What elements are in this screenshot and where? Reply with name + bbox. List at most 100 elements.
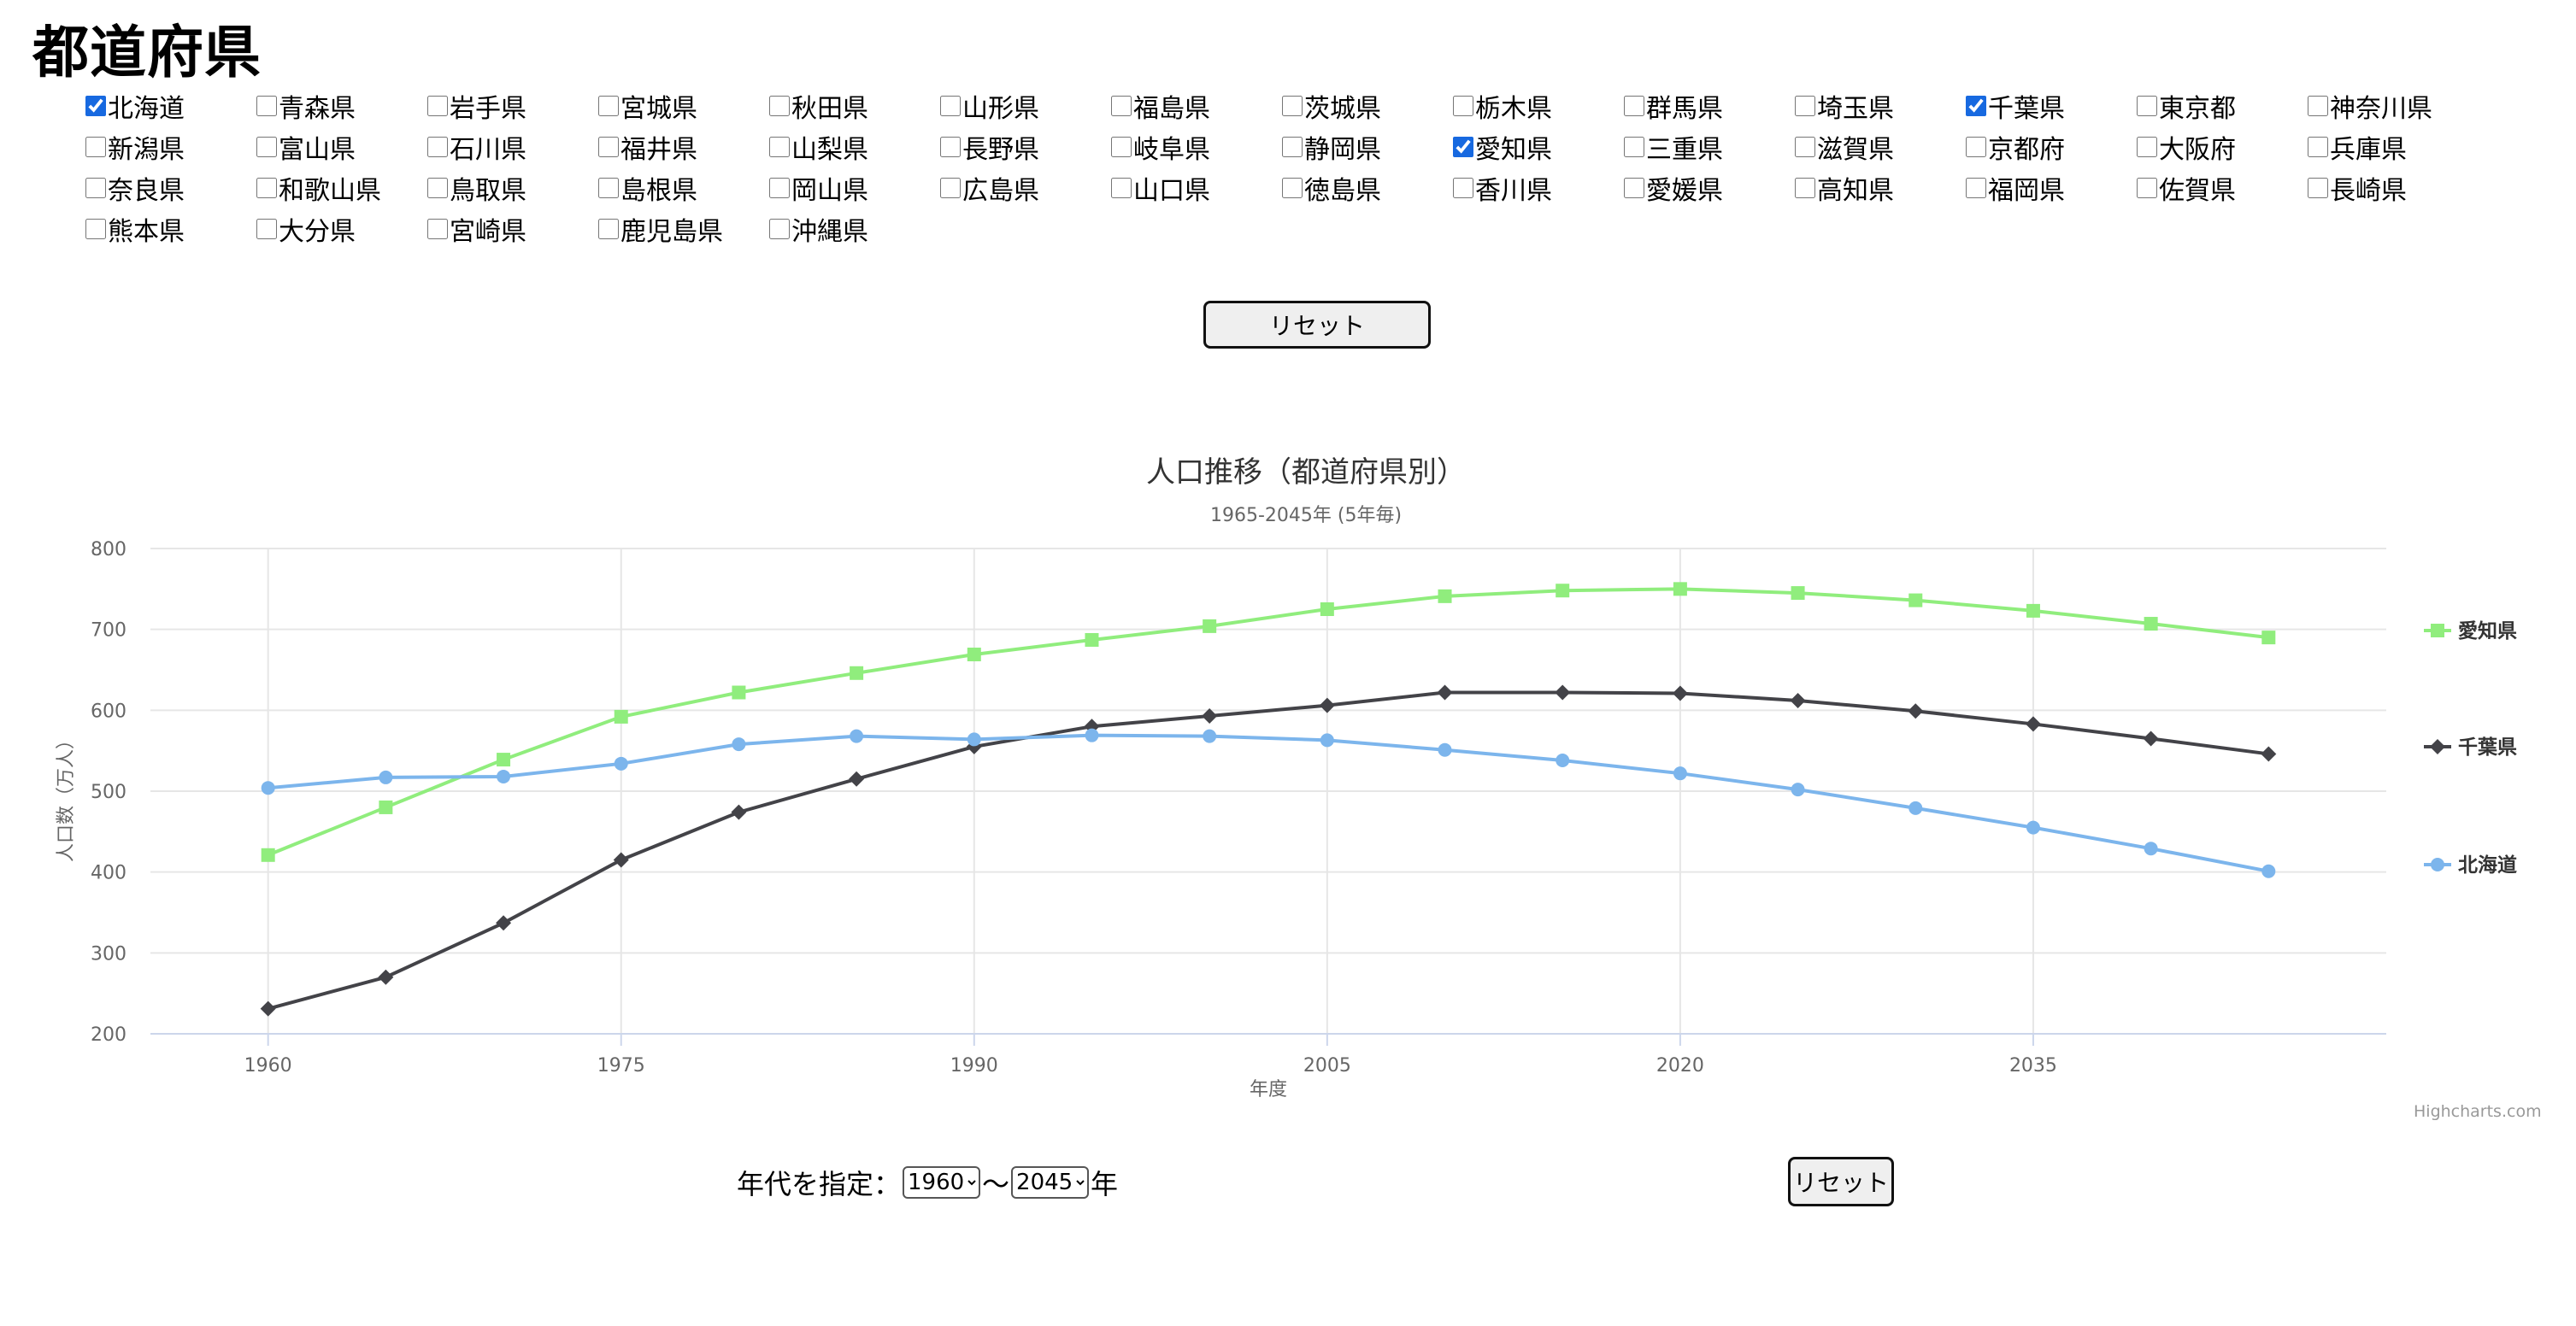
- prefecture-checkbox[interactable]: [85, 178, 106, 198]
- prefecture-checkbox-item[interactable]: 富山県: [253, 126, 424, 167]
- prefecture-checkbox-item[interactable]: 千葉県: [1962, 85, 2133, 126]
- prefecture-checkbox-item[interactable]: 熊本県: [82, 208, 253, 249]
- prefecture-checkbox[interactable]: [1453, 137, 1473, 157]
- prefecture-checkbox[interactable]: [256, 178, 277, 198]
- data-point[interactable]: [1791, 586, 1805, 601]
- prefecture-checkbox-item[interactable]: 北海道: [82, 85, 253, 126]
- prefecture-checkbox-item[interactable]: 兵庫県: [2304, 126, 2475, 167]
- prefecture-checkbox[interactable]: [1453, 178, 1473, 198]
- prefecture-checkbox[interactable]: [940, 137, 961, 157]
- prefecture-checkbox-item[interactable]: 神奈川県: [2304, 85, 2475, 126]
- prefecture-checkbox-item[interactable]: 東京都: [2133, 85, 2304, 126]
- prefecture-checkbox-item[interactable]: 岩手県: [424, 85, 595, 126]
- data-point[interactable]: [497, 769, 511, 783]
- data-point[interactable]: [1672, 685, 1688, 701]
- prefecture-checkbox[interactable]: [598, 137, 619, 157]
- year-from-select[interactable]: 1960: [903, 1166, 981, 1199]
- prefecture-checkbox[interactable]: [85, 137, 106, 157]
- prefecture-checkbox[interactable]: [427, 178, 448, 198]
- prefecture-checkbox[interactable]: [1453, 96, 1473, 116]
- data-point[interactable]: [260, 1000, 276, 1017]
- reset-selection-button[interactable]: リセット: [1203, 301, 1431, 349]
- prefecture-checkbox[interactable]: [1624, 137, 1644, 157]
- prefecture-checkbox[interactable]: [769, 96, 790, 116]
- data-point[interactable]: [732, 737, 746, 752]
- prefecture-checkbox-item[interactable]: 佐賀県: [2133, 167, 2304, 208]
- reset-range-button[interactable]: リセット: [1788, 1157, 1894, 1206]
- data-point[interactable]: [1319, 697, 1335, 713]
- prefecture-checkbox[interactable]: [2308, 137, 2328, 157]
- prefecture-checkbox-item[interactable]: 高知県: [1791, 167, 1962, 208]
- data-point[interactable]: [1673, 766, 1687, 781]
- data-point[interactable]: [1085, 728, 1099, 742]
- data-point[interactable]: [1908, 801, 1923, 815]
- prefecture-checkbox-item[interactable]: 栃木県: [1450, 85, 1620, 126]
- data-point[interactable]: [1908, 703, 1924, 719]
- prefecture-checkbox-item[interactable]: 和歌山県: [253, 167, 424, 208]
- data-point[interactable]: [2025, 716, 2041, 732]
- data-point[interactable]: [261, 781, 275, 795]
- data-point[interactable]: [1555, 684, 1571, 701]
- prefecture-checkbox[interactable]: [2137, 96, 2157, 116]
- data-point[interactable]: [1556, 754, 1570, 768]
- prefecture-checkbox[interactable]: [427, 219, 448, 239]
- data-point[interactable]: [1790, 692, 1806, 708]
- prefecture-checkbox[interactable]: [256, 96, 277, 116]
- prefecture-checkbox[interactable]: [85, 96, 106, 116]
- prefecture-checkbox-item[interactable]: 島根県: [595, 167, 766, 208]
- prefecture-checkbox-item[interactable]: 奈良県: [82, 167, 253, 208]
- prefecture-checkbox-item[interactable]: 青森県: [253, 85, 424, 126]
- legend-marker-symbol[interactable]: [2430, 739, 2445, 754]
- prefecture-checkbox[interactable]: [427, 96, 448, 116]
- prefecture-checkbox[interactable]: [769, 137, 790, 157]
- prefecture-checkbox-item[interactable]: 石川県: [424, 126, 595, 167]
- prefecture-checkbox-item[interactable]: 群馬県: [1620, 85, 1791, 126]
- legend-marker-symbol[interactable]: [2431, 858, 2444, 871]
- prefecture-checkbox[interactable]: [2308, 96, 2328, 116]
- prefecture-checkbox-item[interactable]: 宮城県: [595, 85, 766, 126]
- data-point[interactable]: [1908, 593, 1923, 607]
- prefecture-checkbox[interactable]: [769, 178, 790, 198]
- prefecture-checkbox[interactable]: [2137, 137, 2157, 157]
- prefecture-checkbox-item[interactable]: 静岡県: [1279, 126, 1450, 167]
- data-point[interactable]: [967, 648, 981, 662]
- prefecture-checkbox-item[interactable]: 岐阜県: [1108, 126, 1279, 167]
- data-point[interactable]: [2261, 746, 2277, 762]
- data-point[interactable]: [614, 756, 628, 771]
- prefecture-checkbox[interactable]: [256, 137, 277, 157]
- prefecture-checkbox[interactable]: [2137, 178, 2157, 198]
- data-point[interactable]: [1791, 783, 1805, 797]
- data-point[interactable]: [2144, 842, 2158, 856]
- prefecture-checkbox-item[interactable]: 福島県: [1108, 85, 1279, 126]
- data-point[interactable]: [261, 848, 275, 862]
- prefecture-checkbox-item[interactable]: 鹿児島県: [595, 208, 766, 249]
- prefecture-checkbox[interactable]: [256, 219, 277, 239]
- year-to-select[interactable]: 2045: [1011, 1166, 1090, 1199]
- data-point[interactable]: [496, 915, 512, 931]
- prefecture-checkbox[interactable]: [940, 96, 961, 116]
- data-point[interactable]: [732, 685, 746, 700]
- prefecture-checkbox[interactable]: [1624, 178, 1644, 198]
- legend-item[interactable]: 北海道: [2424, 854, 2517, 877]
- data-point[interactable]: [1320, 602, 1334, 616]
- data-point[interactable]: [614, 709, 628, 724]
- prefecture-checkbox[interactable]: [1795, 178, 1815, 198]
- data-point[interactable]: [1085, 632, 1099, 647]
- prefecture-checkbox-item[interactable]: 茨城県: [1279, 85, 1450, 126]
- data-point[interactable]: [1673, 582, 1687, 596]
- prefecture-checkbox[interactable]: [1966, 178, 1986, 198]
- prefecture-checkbox-item[interactable]: 広島県: [937, 167, 1108, 208]
- prefecture-checkbox[interactable]: [769, 219, 790, 239]
- prefecture-checkbox-item[interactable]: 沖縄県: [766, 208, 937, 249]
- prefecture-checkbox-item[interactable]: 山梨県: [766, 126, 937, 167]
- prefecture-checkbox-item[interactable]: 京都府: [1962, 126, 2133, 167]
- prefecture-checkbox[interactable]: [1111, 96, 1132, 116]
- data-point[interactable]: [731, 804, 747, 820]
- prefecture-checkbox[interactable]: [1111, 137, 1132, 157]
- prefecture-checkbox-item[interactable]: 徳島県: [1279, 167, 1450, 208]
- prefecture-checkbox[interactable]: [598, 219, 619, 239]
- data-point[interactable]: [1320, 733, 1334, 748]
- data-point[interactable]: [378, 969, 394, 985]
- prefecture-checkbox[interactable]: [940, 178, 961, 198]
- prefecture-checkbox[interactable]: [1282, 96, 1303, 116]
